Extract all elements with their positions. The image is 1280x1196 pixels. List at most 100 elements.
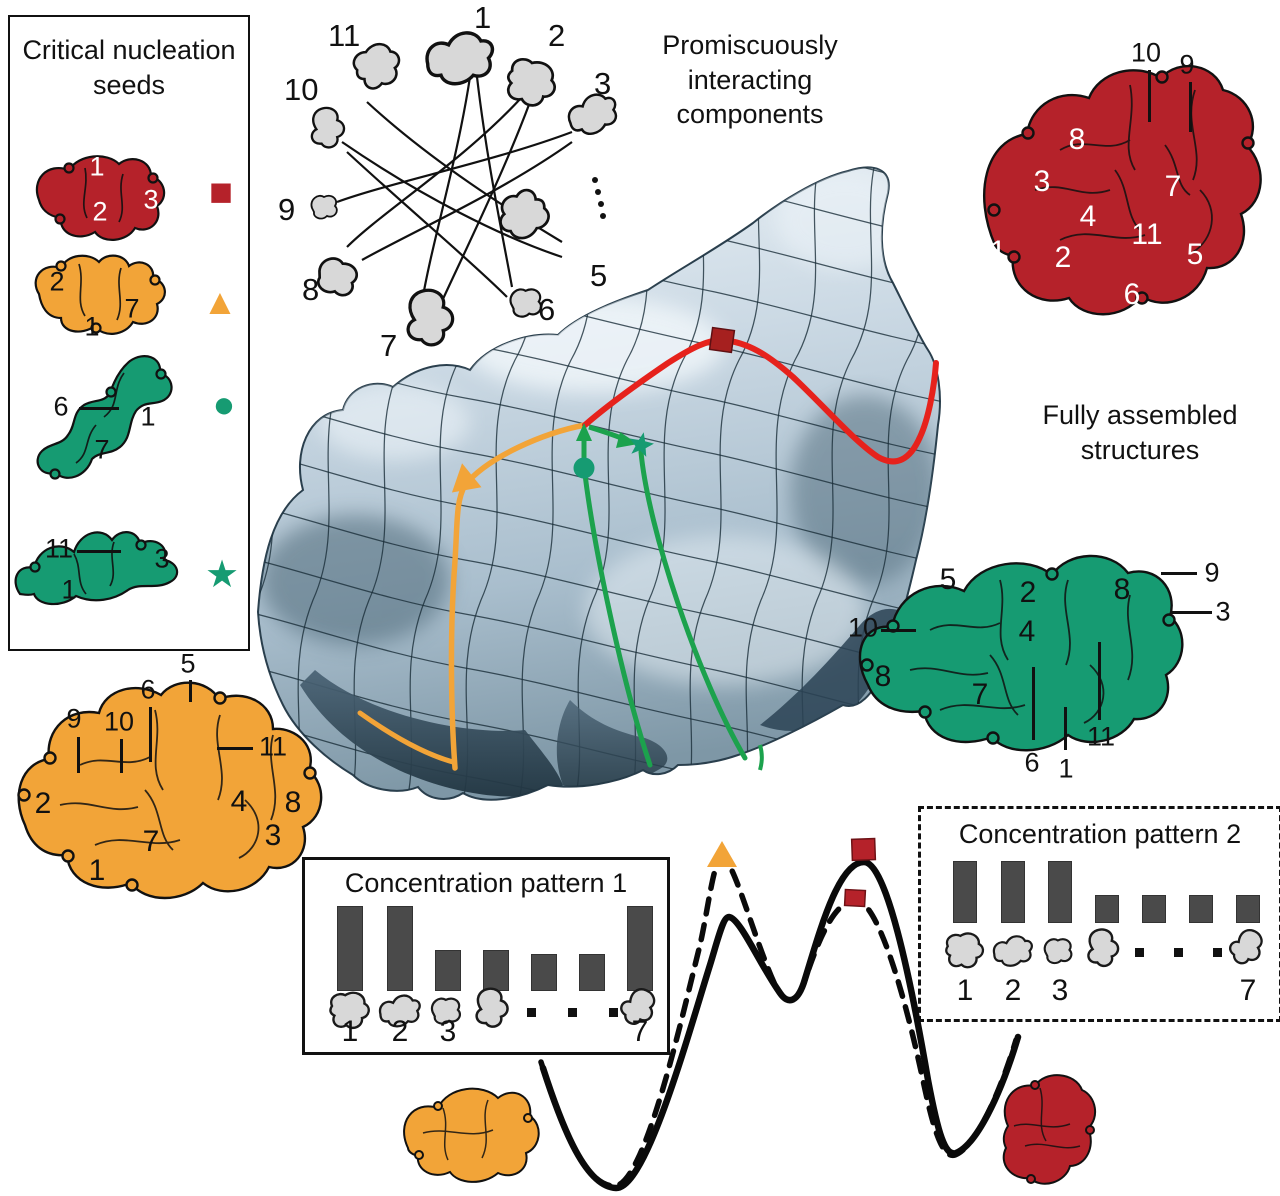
ellipsis-dot bbox=[609, 1008, 618, 1017]
energy-curve-dashed bbox=[538, 854, 1019, 1189]
structure-callout-label: 9 bbox=[1179, 49, 1195, 80]
orange-structure-shape bbox=[17, 681, 323, 900]
pattern-bar-label: 2 bbox=[1004, 974, 1022, 1007]
callout-leader-line bbox=[1032, 667, 1035, 740]
red-structure-shape bbox=[983, 64, 1262, 316]
fully-assembled-caption: Fully assembled structures bbox=[1042, 400, 1238, 465]
pattern-bar-label: 1 bbox=[341, 1015, 359, 1048]
seed-callout-label: 11 bbox=[44, 533, 74, 564]
green-structure-shape bbox=[858, 554, 1184, 752]
piece-number-label: 4 bbox=[1079, 200, 1097, 233]
callout-leader-line bbox=[189, 680, 192, 702]
ellipsis-dot bbox=[527, 1008, 536, 1017]
energy-landscape-surface bbox=[256, 166, 941, 801]
green-seed-a-shape bbox=[36, 355, 173, 480]
energy-curve-solid bbox=[539, 858, 1022, 1192]
concentration-bar bbox=[1142, 895, 1166, 923]
piece-number-label: 2 bbox=[92, 196, 108, 227]
network-pieces bbox=[310, 31, 622, 347]
piece-number-label: 1 bbox=[61, 574, 77, 605]
structure-callout-label: 11 bbox=[258, 731, 288, 762]
structure-callout-label: 10 bbox=[847, 612, 879, 643]
structure-callout-label: 10 bbox=[1130, 37, 1162, 68]
piece-number-label: 7 bbox=[142, 825, 160, 858]
pattern-bar-label: 3 bbox=[439, 1015, 457, 1048]
callout-leader-line bbox=[1098, 642, 1101, 720]
orange-assembly-path bbox=[448, 422, 588, 771]
structure-callout-label: 1 bbox=[1058, 753, 1074, 784]
green-seed-b-shape bbox=[14, 531, 179, 606]
structure-callout-label: 5 bbox=[180, 648, 196, 679]
critical-seeds-box: Critical nucleation seeds 1 2 3 ■ 2 7 1 bbox=[8, 15, 250, 651]
concentration-bar bbox=[953, 861, 977, 923]
structure-callout-label: 6 bbox=[140, 674, 156, 705]
seeds-box-title: Critical nucleation seeds bbox=[22, 35, 236, 100]
network-number: 6 bbox=[538, 292, 555, 327]
callout-leader-line bbox=[149, 707, 152, 762]
seed-callout-label: 6 bbox=[53, 391, 69, 422]
green-star-marker-icon bbox=[629, 432, 654, 457]
piece-number-label: 1 bbox=[89, 151, 105, 182]
callout-leader-line bbox=[881, 629, 916, 632]
green-path-bottom-tick bbox=[758, 744, 764, 771]
mini-orange-structure bbox=[403, 1087, 540, 1183]
structure-callout-label: 10 bbox=[103, 706, 135, 737]
piece-number-label: 1 bbox=[989, 235, 1007, 268]
gray-piece-icon bbox=[1227, 927, 1271, 972]
red-square-marker-icon bbox=[850, 837, 877, 862]
piece-number-label: 8 bbox=[1113, 573, 1131, 606]
pattern-1-bars bbox=[305, 906, 661, 991]
green-arrowhead-right-icon bbox=[616, 432, 638, 448]
pattern-1-title: Concentration pattern 1 bbox=[344, 868, 628, 898]
concentration-pattern-1-box: Concentration pattern 1 1 2 3 7 bbox=[302, 857, 670, 1055]
orange-triangle-marker-icon bbox=[451, 463, 482, 493]
callout-leader-line bbox=[77, 737, 80, 773]
grid-line bbox=[258, 167, 940, 247]
network-ellipsis-dots bbox=[592, 177, 606, 219]
piece-number-label: 5 bbox=[939, 563, 957, 596]
concentration-bar bbox=[1189, 895, 1213, 923]
piece-number-label: 3 bbox=[264, 819, 282, 852]
network-number: 11 bbox=[328, 18, 360, 53]
piece-number-label: 11 bbox=[1131, 218, 1163, 251]
promiscuous-caption: Promiscuously interacting components bbox=[662, 30, 838, 130]
piece-number-label: 8 bbox=[874, 660, 892, 693]
pattern-bar-label: 1 bbox=[956, 974, 974, 1007]
green-assembled-structure: 5 2 8 4 8 7 9 3 10 6 1 11 bbox=[840, 535, 1280, 800]
callout-leader-line bbox=[1172, 611, 1212, 614]
piece-number-label: 1 bbox=[84, 311, 100, 342]
mini-red-structure bbox=[1002, 1074, 1097, 1185]
concentration-bar bbox=[337, 906, 363, 991]
orange-triangle-legend-icon: ▲ bbox=[202, 281, 238, 322]
grid-line bbox=[684, 167, 780, 800]
pattern-bar-label: 3 bbox=[1051, 974, 1069, 1007]
pattern-2-bars bbox=[921, 861, 1275, 923]
red-assembly-path bbox=[582, 336, 939, 465]
piece-number-label: 2 bbox=[34, 787, 52, 820]
concentration-bar bbox=[1001, 861, 1025, 923]
structure-callout-label: 9 bbox=[1204, 557, 1220, 588]
piece-number-label: 8 bbox=[284, 786, 302, 819]
green-star-legend-icon: ★ bbox=[204, 554, 240, 596]
piece-number-label: 1 bbox=[88, 854, 106, 887]
concentration-bar bbox=[1048, 861, 1072, 923]
red-square-marker-icon bbox=[708, 326, 736, 354]
concentration-bar bbox=[531, 954, 557, 991]
piece-number-label: 4 bbox=[230, 785, 248, 818]
grid-line bbox=[740, 167, 836, 800]
orange-seed-shape bbox=[34, 254, 166, 335]
callout-leader-line bbox=[79, 407, 119, 410]
network-number-labels: 1 2 3 5 6 7 8 9 10 11 bbox=[278, 2, 611, 363]
callout-leader-line bbox=[1064, 707, 1067, 750]
piece-number-label: 3 bbox=[154, 543, 170, 574]
green-assembly-path-2-down bbox=[638, 449, 748, 761]
piece-number-label: 3 bbox=[1033, 165, 1051, 198]
callout-leader-line bbox=[1189, 82, 1192, 132]
piece-number-label: 7 bbox=[971, 678, 989, 711]
red-square-marker-small-icon bbox=[843, 888, 867, 908]
concentration-pattern-2-box: Concentration pattern 2 1 2 3 7 bbox=[918, 806, 1280, 1022]
red-assembled-structure: 10 9 8 3 4 7 1 2 11 5 6 bbox=[965, 30, 1280, 385]
grid-line bbox=[258, 711, 940, 800]
ellipsis-dot bbox=[1135, 948, 1144, 957]
network-number: 7 bbox=[380, 328, 397, 363]
